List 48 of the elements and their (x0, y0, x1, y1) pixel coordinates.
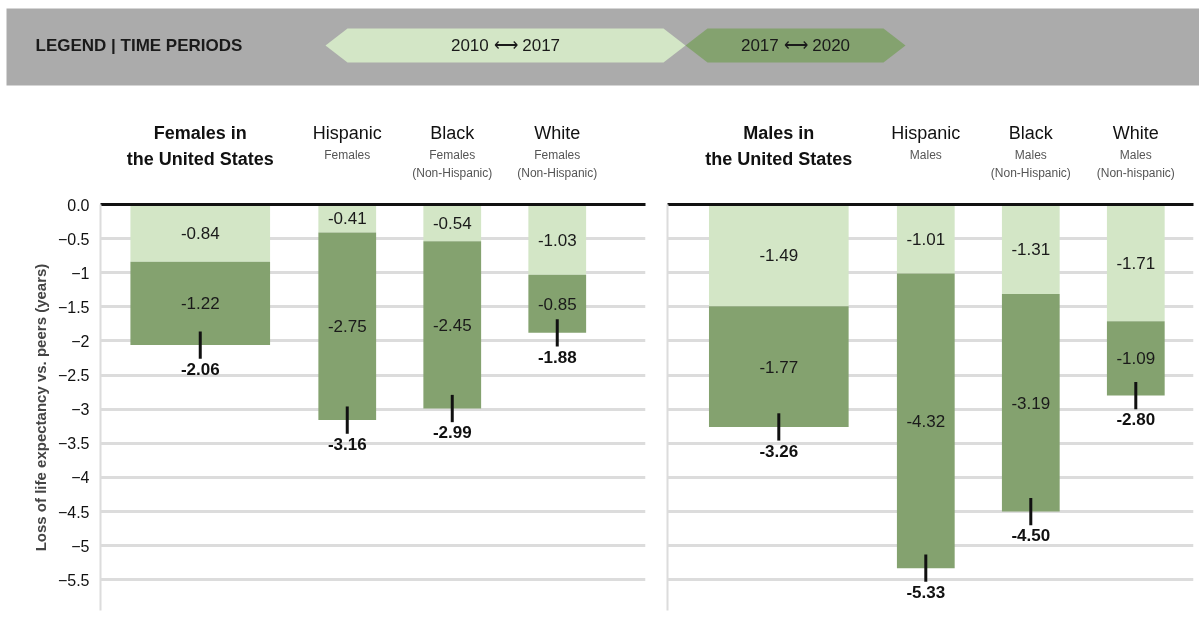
total-label: -2.80 (1116, 410, 1156, 430)
y-tick-label: −1 (71, 264, 90, 282)
data-label: -0.41 (327, 209, 367, 229)
y-tick-label: −0.5 (57, 230, 90, 248)
y-tick-label: −2 (71, 332, 90, 350)
data-label: -1.03 (537, 230, 577, 250)
data-label: -1.49 (759, 246, 799, 266)
y-tick-label: −5.5 (57, 571, 90, 589)
y-tick-label: −4.5 (57, 503, 90, 521)
y-tick-label: −2.5 (57, 367, 90, 385)
data-label: -1.22 (180, 294, 220, 314)
total-label: -2.06 (180, 359, 220, 379)
data-label: -1.77 (759, 357, 799, 377)
data-label: -0.84 (180, 224, 220, 244)
x-tick-label: Black Males (Non-Hispanic) (990, 122, 1071, 180)
data-label: -0.54 (432, 213, 472, 233)
legend-title: LEGEND | TIME PERIODS (35, 36, 243, 55)
y-tick-label: −4 (71, 469, 90, 487)
x-tick-label: Females in the United States (126, 122, 274, 169)
y-tick-label: −3 (71, 401, 90, 419)
x-tick-label: Hispanic Females (312, 122, 382, 162)
total-label: -5.33 (906, 582, 946, 602)
x-tick-label: Hispanic Males (891, 122, 961, 162)
y-tick-label: −3.5 (57, 435, 90, 453)
text: 2017 ⟷ 2020 (740, 36, 851, 55)
data-label: -4.32 (906, 411, 946, 431)
total-label: -3.16 (327, 434, 367, 454)
text: 2010 ⟷ 2017 (450, 36, 561, 55)
total-label: -2.99 (432, 423, 472, 443)
x-tick-label: Black Females (Non-Hispanic) (412, 122, 493, 180)
total-label: -1.88 (537, 347, 577, 367)
data-label: -3.19 (1011, 393, 1051, 413)
data-label: -2.45 (432, 315, 472, 335)
data-label: -1.01 (906, 229, 946, 249)
y-tick-label: −5 (71, 537, 90, 555)
total-label: -4.50 (1011, 526, 1051, 546)
x-tick-label: Males in the United States (705, 122, 853, 169)
y-tick-label: 0.0 (67, 196, 90, 214)
x-tick-label: White Females (Non-Hispanic) (517, 122, 598, 180)
total-label: -3.26 (759, 441, 799, 461)
data-label: -0.85 (537, 294, 577, 314)
x-tick-label: White Males (Non-hispanic) (1096, 122, 1175, 180)
y-tick-label: −1.5 (57, 298, 90, 316)
y-axis-title: Loss of life expectancy vs. peers (years) (31, 263, 49, 552)
data-label: -1.09 (1116, 349, 1156, 369)
data-label: -1.71 (1116, 253, 1156, 273)
data-label: -1.31 (1011, 240, 1051, 260)
data-label: -2.75 (327, 317, 367, 337)
